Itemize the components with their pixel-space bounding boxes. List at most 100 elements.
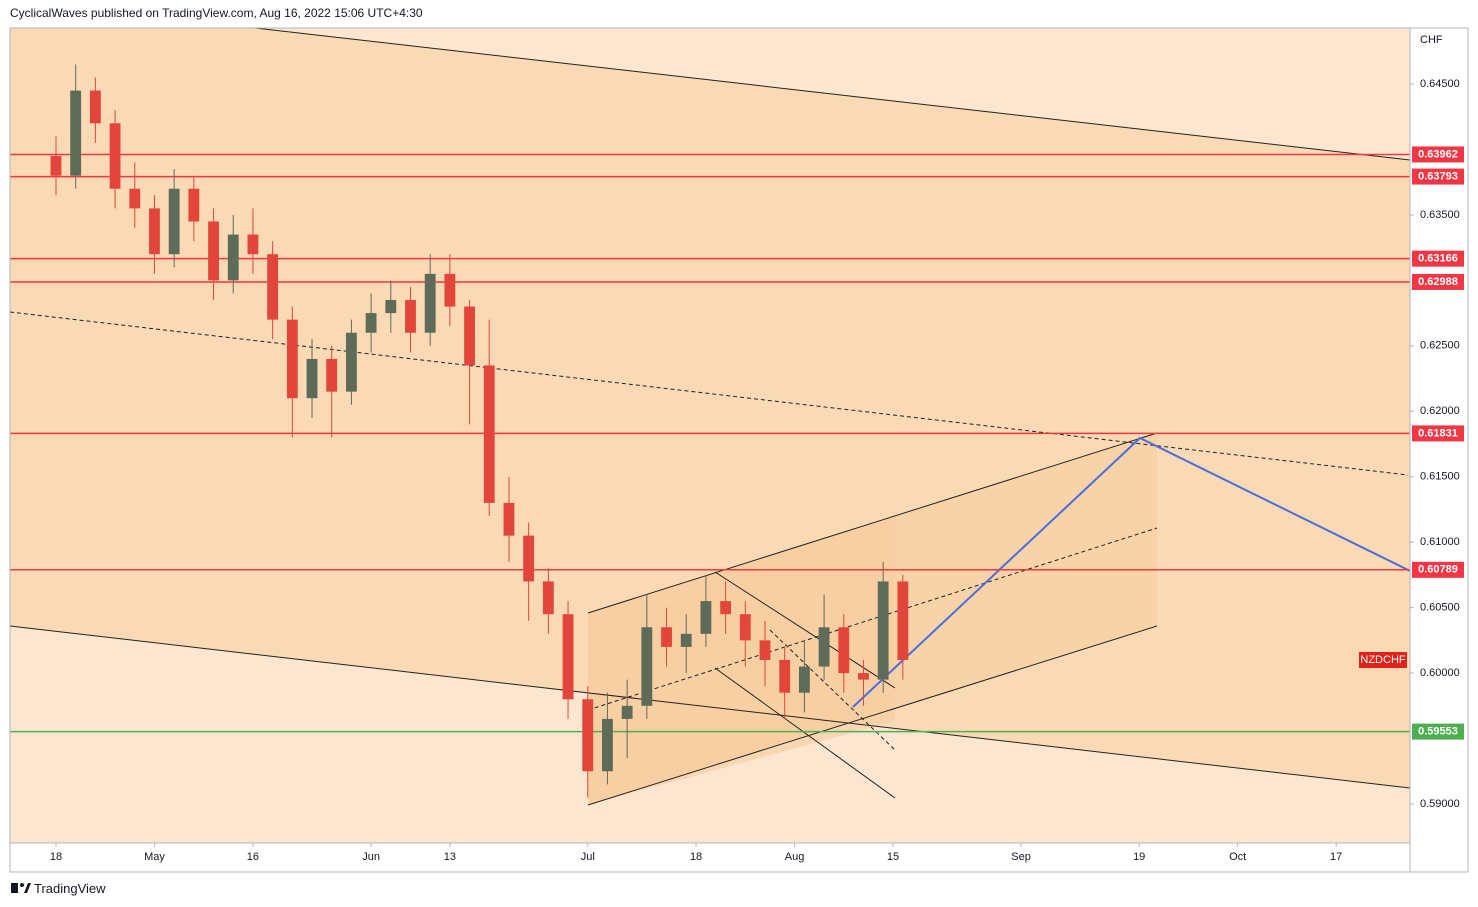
level-label: 0.63166 — [1418, 253, 1458, 265]
y-tick-label: 0.60000 — [1420, 667, 1460, 679]
time-axis — [10, 843, 1410, 872]
channel-line — [587, 432, 1158, 614]
candle-body — [326, 358, 338, 392]
level-badge — [1412, 723, 1464, 740]
level-badge — [1412, 146, 1464, 163]
level-badge — [1412, 561, 1464, 578]
x-tick-label: 18 — [50, 851, 62, 863]
y-tick-label: 0.62500 — [1420, 340, 1460, 352]
candle-body — [897, 581, 909, 660]
candle-body — [602, 718, 613, 772]
candle-body — [227, 234, 239, 281]
candle-body — [50, 156, 62, 176]
candle-body — [247, 234, 259, 255]
level-label: 0.63793 — [1418, 170, 1458, 182]
x-tick-label: Jun — [362, 851, 380, 863]
x-tick-label: 18 — [690, 851, 702, 863]
candle-body — [483, 365, 495, 503]
y-tick-label: 0.62000 — [1420, 405, 1460, 417]
candle-body — [877, 581, 889, 680]
y-tick-label: 0.59000 — [1420, 798, 1460, 810]
trend-line — [9, 625, 1411, 789]
projection-path — [852, 436, 1466, 708]
candle-body — [621, 705, 633, 719]
candle-body — [582, 699, 594, 772]
publish-header: CyclicalWaves published on TradingView.c… — [10, 6, 423, 20]
level-label: 0.61831 — [1418, 427, 1458, 439]
x-tick-label: 15 — [887, 851, 899, 863]
candle-body — [385, 300, 397, 314]
x-tick-label: 16 — [247, 851, 259, 863]
logo-shape — [20, 883, 24, 887]
level-label: 0.60789 — [1418, 564, 1458, 576]
x-tick-label: Jul — [581, 851, 595, 863]
y-tick-label: 0.60500 — [1420, 602, 1460, 614]
candle-body — [759, 640, 771, 660]
candle-body — [661, 627, 672, 647]
channel-line — [587, 625, 1158, 806]
candle-body — [503, 502, 515, 536]
candle-body — [858, 673, 869, 680]
candle-body — [838, 627, 850, 674]
x-tick-label: 19 — [1133, 851, 1145, 863]
candle-body — [188, 188, 200, 222]
x-tick-label: Oct — [1229, 851, 1246, 863]
level-badge — [1412, 425, 1464, 442]
level-badge — [1412, 273, 1464, 290]
y-tick-label: 0.61000 — [1420, 536, 1460, 548]
logo-shape — [24, 883, 31, 893]
candle-body — [779, 659, 791, 693]
symbol-label: NZDCHF — [1360, 654, 1405, 666]
candle-body — [345, 332, 357, 392]
y-tick-label: 0.63500 — [1420, 209, 1460, 221]
level-badge — [1412, 250, 1464, 267]
chart-frame — [9, 27, 1469, 873]
candle-body — [109, 123, 121, 189]
y-tick-label: 0.64500 — [1420, 78, 1460, 90]
down-channel-mid — [769, 629, 896, 751]
candle-body — [523, 535, 535, 582]
footer-brand: TradingView — [34, 881, 106, 896]
candle-body — [168, 188, 180, 255]
candle-body — [641, 627, 653, 706]
level-label: 0.62988 — [1418, 276, 1458, 288]
candle-body — [286, 319, 298, 399]
y-tick-label: 0.61500 — [1420, 471, 1460, 483]
candle-body — [89, 90, 101, 124]
level-label: 0.59553 — [1418, 726, 1458, 738]
candle-body — [70, 90, 82, 176]
footer-logo — [11, 883, 31, 893]
candle-body — [424, 273, 436, 333]
x-tick-label: Sep — [1011, 851, 1031, 863]
candle-body — [818, 627, 830, 667]
candle-body — [739, 614, 751, 641]
channel-mid — [587, 527, 1158, 711]
down-channel-line — [714, 667, 896, 799]
candle-body — [365, 313, 377, 333]
candle-body — [798, 666, 810, 693]
candle-body — [464, 306, 475, 366]
candle-body — [267, 254, 279, 320]
candle-body — [405, 300, 416, 333]
x-tick-label: May — [144, 851, 165, 863]
logo-shape — [11, 883, 18, 893]
x-tick-label: 13 — [444, 851, 456, 863]
candle-body — [129, 188, 141, 209]
level-label: 0.63962 — [1418, 148, 1458, 160]
dashed-line — [9, 311, 1409, 476]
currency-label: CHF — [1420, 34, 1443, 46]
down-channel-line — [714, 571, 896, 689]
candle-body — [562, 614, 574, 700]
candle-body — [700, 601, 712, 634]
x-tick-label: Aug — [785, 851, 805, 863]
level-badge — [1412, 168, 1464, 185]
candle-body — [680, 633, 692, 647]
candle-body — [542, 581, 554, 615]
candle-body — [208, 221, 219, 281]
trend-line — [254, 27, 1411, 161]
candle-body — [444, 273, 456, 307]
candle-body — [306, 358, 318, 399]
candle-body — [149, 208, 160, 255]
